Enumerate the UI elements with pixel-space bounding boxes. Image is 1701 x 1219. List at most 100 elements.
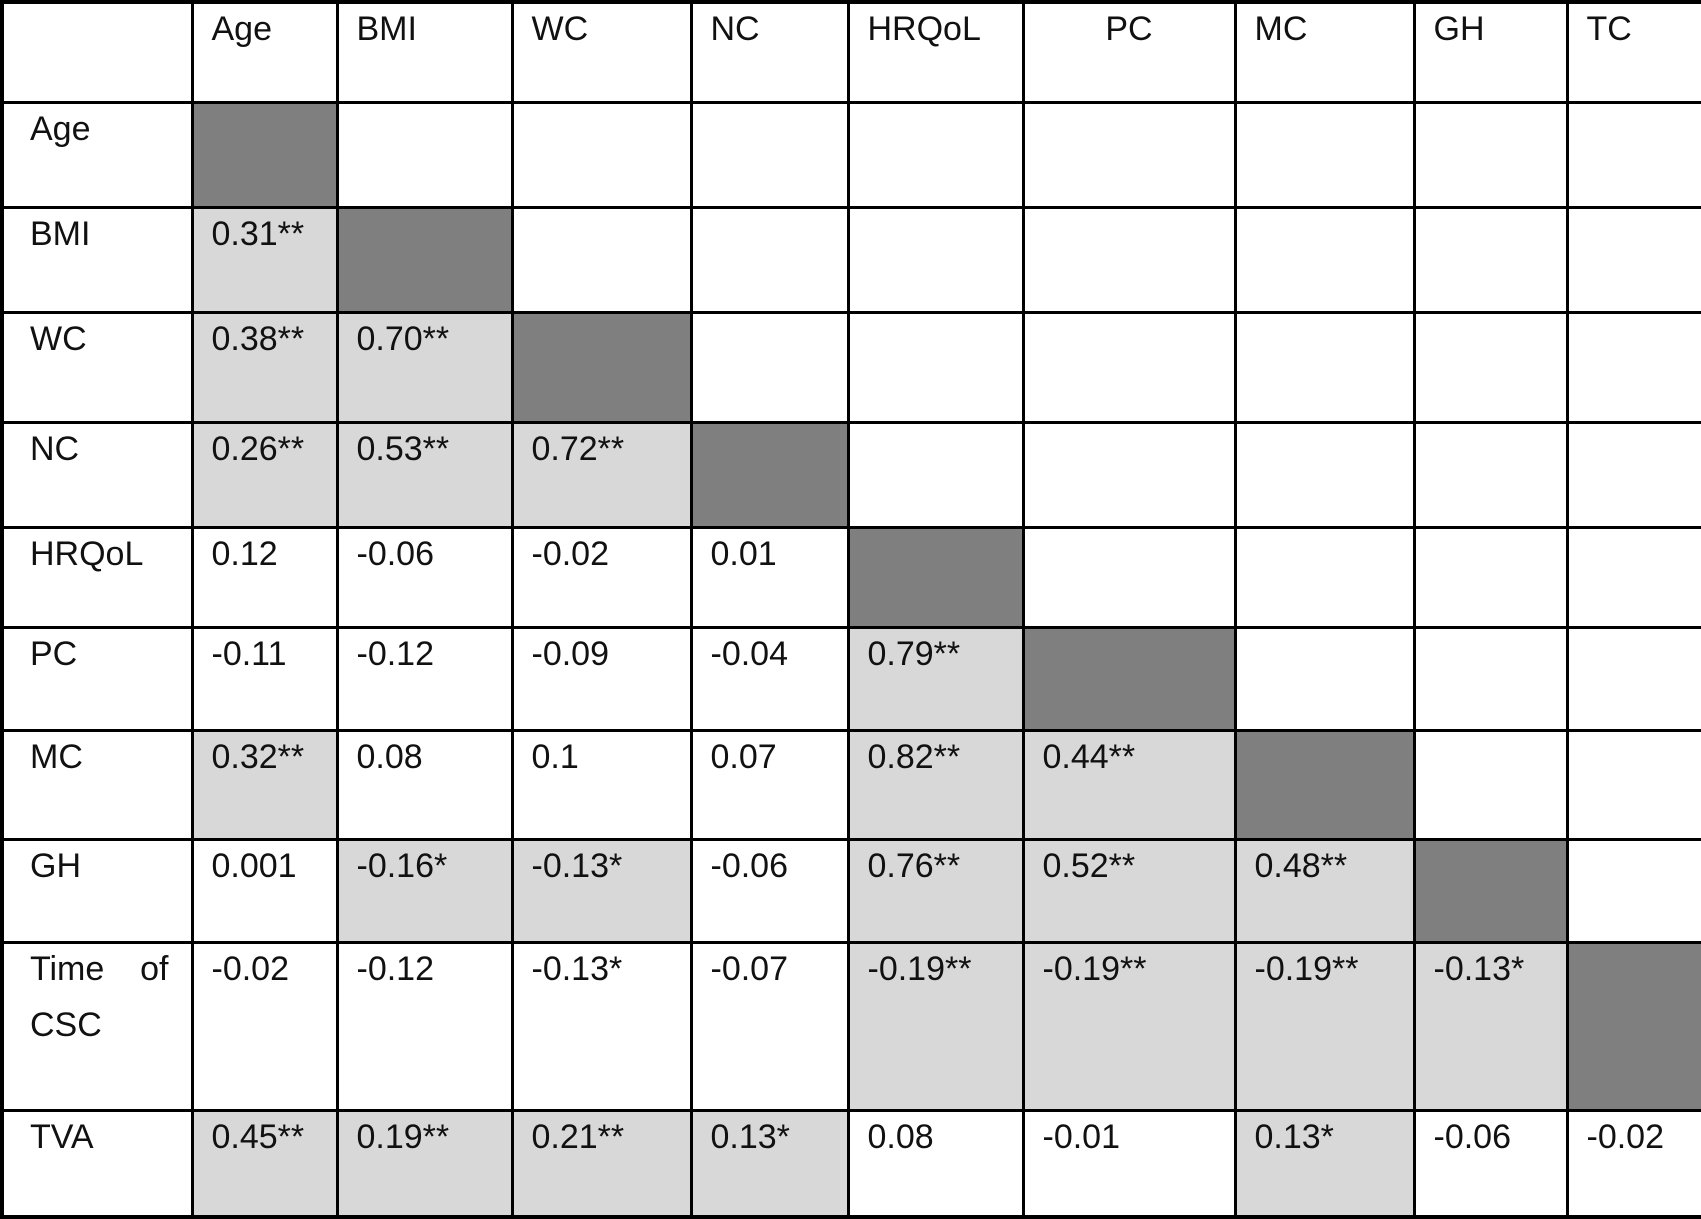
column-header: MC [1233,0,1416,104]
table-cell [1565,625,1701,732]
table-cell [1565,837,1701,944]
table-cell: 0.76** [846,837,1025,944]
row-header-line: Time of [30,949,169,988]
table-cell: 0.53** [335,420,514,529]
table-cell [689,205,850,314]
table-cell: 0.08 [335,728,514,841]
table-row: HRQoL 0.12 -0.06 -0.02 0.01 [0,525,1701,629]
table-cell: 0.13* [1233,1108,1416,1219]
table-cell [1021,420,1237,529]
row-header: BMI [0,205,194,314]
column-header: PC [1021,0,1237,104]
table-cell [1565,940,1701,1112]
table-cell: 0.82** [846,728,1025,841]
table-cell [1233,728,1416,841]
table-cell [1233,625,1416,732]
table-cell: 0.44** [1021,728,1237,841]
table-row: BMI 0.31** [0,205,1701,314]
table-cell: 0.01 [689,525,850,629]
table-cell [689,420,850,529]
table-cell [1412,525,1569,629]
table-cell: -0.13* [1412,940,1569,1112]
table-cell [510,310,693,424]
table-cell [1233,525,1416,629]
table-cell: 0.72** [510,420,693,529]
table-cell: -0.02 [510,525,693,629]
table-cell: 0.1 [510,728,693,841]
table-cell: 0.12 [190,525,339,629]
table-cell [1021,525,1237,629]
table-row: Time of CSC -0.02 -0.12 -0.13* -0.07 -0.19** -0.… [0,940,1701,1112]
table-cell: -0.06 [1412,1108,1569,1219]
table-cell [335,100,514,209]
table-cell: -0.19** [1021,940,1237,1112]
table-cell [689,100,850,209]
table-row: GH 0.001 -0.16* -0.13* -0.06 0.76** 0.52** 0.48… [0,837,1701,944]
table-cell [1412,625,1569,732]
table-cell [1565,310,1701,424]
table-cell: 0.001 [190,837,339,944]
column-header: HRQoL [846,0,1025,104]
table-cell [846,100,1025,209]
table-cell: -0.16* [335,837,514,944]
table-cell: -0.19** [1233,940,1416,1112]
table-cell: -0.12 [335,625,514,732]
table-cell [190,100,339,209]
column-header: NC [689,0,850,104]
table-cell: 0.08 [846,1108,1025,1219]
table-cell [1021,100,1237,209]
table-cell [1412,310,1569,424]
row-header: GH [0,837,194,944]
column-header: Age [190,0,339,104]
table-cell: 0.48** [1233,837,1416,944]
table-cell: -0.11 [190,625,339,732]
table-row: WC 0.38** 0.70** [0,310,1701,424]
row-header-line: CSC [30,1006,102,1044]
table-cell [846,310,1025,424]
row-header: Time of CSC [0,940,194,1112]
table-cell: 0.07 [689,728,850,841]
table-cell: 0.52** [1021,837,1237,944]
row-header: PC [0,625,194,732]
table-cell: -0.06 [335,525,514,629]
table-cell [1021,625,1237,732]
table-cell: -0.04 [689,625,850,732]
row-header: NC [0,420,194,529]
table-cell [1565,100,1701,209]
table-cell: 0.13* [689,1108,850,1219]
table-cell [1412,100,1569,209]
column-header: TC [1565,0,1701,104]
header-row: Age BMI WC NC HRQoL PC MC GH TC [0,0,1701,104]
table-cell: -0.02 [190,940,339,1112]
table-cell: 0.79** [846,625,1025,732]
table-cell: -0.07 [689,940,850,1112]
table-cell [1412,837,1569,944]
table-cell: -0.12 [335,940,514,1112]
table-cell [1412,728,1569,841]
table-row: TVA 0.45** 0.19** 0.21** 0.13* 0.08 -0.01 0.13*… [0,1108,1701,1219]
table-cell: 0.32** [190,728,339,841]
table-cell [1412,205,1569,314]
table-cell [1565,525,1701,629]
table-cell: -0.13* [510,837,693,944]
table-cell: 0.70** [335,310,514,424]
table-row: NC 0.26** 0.53** 0.72** [0,420,1701,529]
row-header: TVA [0,1108,194,1219]
table-cell: -0.02 [1565,1108,1701,1219]
table-cell [510,100,693,209]
table-row: MC 0.32** 0.08 0.1 0.07 0.82** 0.44** [0,728,1701,841]
table-cell [689,310,850,424]
table-cell [510,205,693,314]
table-cell: -0.09 [510,625,693,732]
column-header: GH [1412,0,1569,104]
table-cell [1233,100,1416,209]
table-cell: 0.45** [190,1108,339,1219]
row-header: Age [0,100,194,209]
table-cell [1412,420,1569,529]
table-body: Age BMI 0.31** WC 0.38** 0.70** NC 0.26** 0.53**… [0,100,1701,1219]
table-cell: 0.38** [190,310,339,424]
table-cell [1565,420,1701,529]
table-cell [846,205,1025,314]
table-cell: 0.26** [190,420,339,529]
